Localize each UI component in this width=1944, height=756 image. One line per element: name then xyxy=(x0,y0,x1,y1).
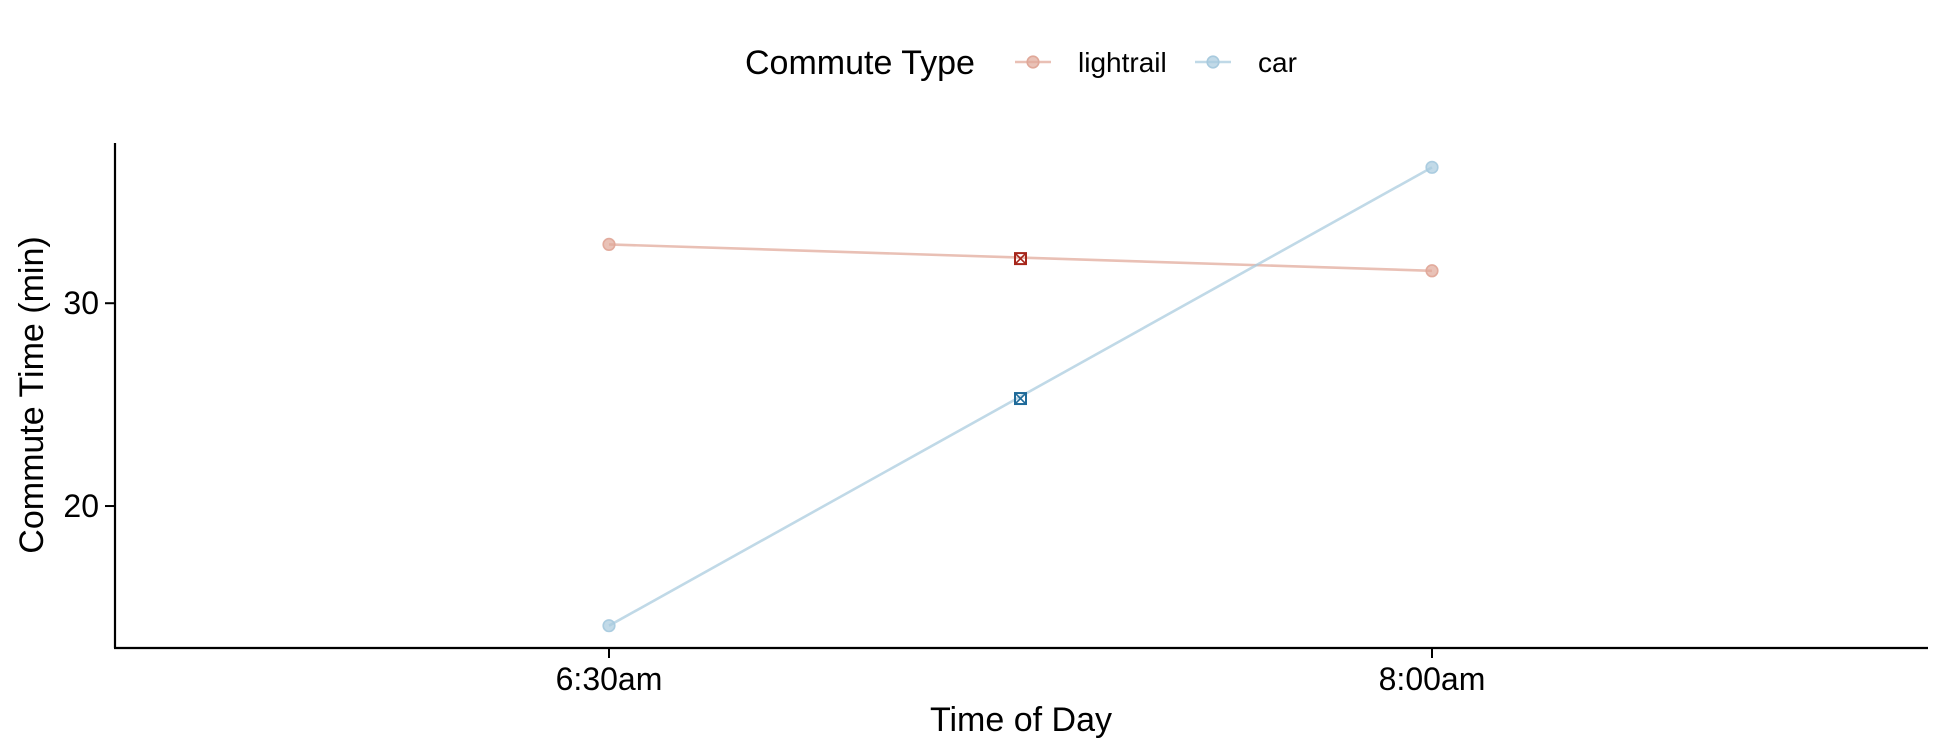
mean-marker xyxy=(1014,392,1027,406)
legend-item-lightrail: lightrail xyxy=(1015,47,1167,78)
x-tick-label: 6:30am xyxy=(556,661,663,697)
legend-item-car: car xyxy=(1195,47,1297,78)
legend: Commute Type lightrail car xyxy=(745,44,1297,82)
data-point xyxy=(602,237,616,252)
y-axis-title: Commute Time (min) xyxy=(13,236,51,553)
x-ticks: 6:30am 8:00am xyxy=(556,648,1486,697)
y-tick-label: 30 xyxy=(63,285,99,321)
legend-label: car xyxy=(1258,47,1297,78)
legend-items: lightrail car xyxy=(1015,47,1297,78)
data-point xyxy=(1425,264,1439,278)
mean-marker xyxy=(1014,252,1027,266)
y-tick-label: 20 xyxy=(63,488,99,524)
series-lightrail xyxy=(602,237,1439,278)
x-axis-title: Time of Day xyxy=(930,701,1112,739)
series-line xyxy=(608,166,1433,627)
data-point xyxy=(602,619,616,633)
x-tick-label: 8:00am xyxy=(1379,661,1486,697)
legend-title: Commute Type xyxy=(745,44,975,82)
data-point xyxy=(1425,160,1439,174)
series-car xyxy=(602,160,1439,633)
plot-area xyxy=(602,160,1439,633)
legend-label: lightrail xyxy=(1078,47,1167,78)
